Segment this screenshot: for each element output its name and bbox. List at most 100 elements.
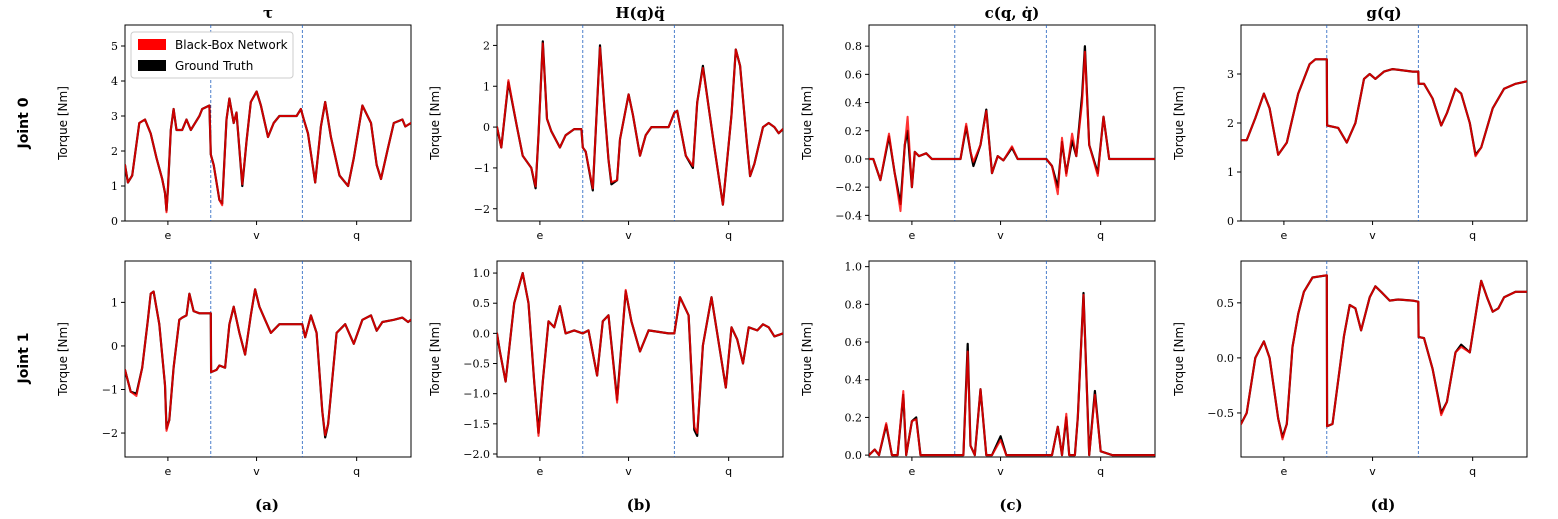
y-tick-label: −0.5: [463, 358, 490, 371]
x-tick-label: e: [537, 465, 544, 478]
y-tick-label: −1.5: [463, 418, 490, 431]
x-tick-label: v: [997, 229, 1004, 242]
axes-frame: [868, 24, 1156, 222]
x-tick-label: e: [909, 465, 916, 478]
axes-frame: [1240, 24, 1528, 222]
axes-frame: [868, 260, 1156, 458]
y-tick-label: −1: [474, 162, 490, 175]
y-tick-label: −1.0: [463, 388, 490, 401]
x-tick-label: v: [625, 229, 632, 242]
y-axis-label: Torque [Nm]: [428, 86, 442, 161]
y-tick-label: −0.5: [1207, 407, 1234, 420]
subplot-j1-g: −0.5 0.0 0.5 Torque [Nm] e v q: [1172, 260, 1528, 478]
y-tick-label: 0.0: [473, 327, 491, 340]
x-tick-label: e: [537, 229, 544, 242]
legend-label-ground-truth: Ground Truth: [175, 59, 253, 73]
x-tick-label: e: [909, 229, 916, 242]
y-tick-label: 2: [1227, 117, 1234, 130]
y-axis-label: Torque [Nm]: [800, 322, 814, 397]
y-tick-label: 0.5: [473, 297, 491, 310]
series-line-network: [869, 50, 1155, 213]
y-tick-label: 5: [111, 40, 118, 53]
y-tick-label: 0.8: [845, 40, 863, 53]
y-axis-label: Torque [Nm]: [800, 86, 814, 161]
x-tick-label: q: [353, 465, 360, 478]
y-tick-label: −1: [102, 383, 118, 396]
x-tick-label: v: [253, 465, 260, 478]
y-tick-label: 0.6: [845, 336, 863, 349]
y-tick-label: 1.0: [845, 261, 863, 274]
subplot-j0-c: c(q, q̇) −0.4 −0.2 0.0 0.2 0.4 0.6 0.8 Torque [N…: [800, 4, 1156, 242]
y-tick-label: 3: [111, 110, 118, 123]
series-line-network: [125, 90, 411, 214]
y-tick-label: 0.4: [845, 97, 863, 110]
series-line-network: [1241, 274, 1527, 441]
series-line-ground-truth: [1241, 274, 1527, 439]
y-axis-label: Torque [Nm]: [1172, 322, 1186, 397]
y-tick-label: 0.0: [845, 153, 863, 166]
series-line-network: [497, 272, 783, 437]
y-tick-label: 2: [483, 39, 490, 52]
subplot-title: H(q)q̈: [615, 4, 665, 22]
row-label-joint1: Joint 1: [16, 333, 32, 385]
y-tick-label: 0.0: [1217, 352, 1235, 365]
y-tick-label: 1.0: [473, 267, 491, 280]
subplot-title: c(q, q̇): [985, 4, 1040, 22]
y-axis-label: Torque [Nm]: [1172, 86, 1186, 161]
series-line-network: [869, 293, 1155, 457]
x-tick-label: q: [1469, 465, 1476, 478]
axes-frame: [496, 24, 784, 222]
y-axis-label: Torque [Nm]: [428, 322, 442, 397]
y-tick-label: 0.0: [845, 449, 863, 462]
subplot-j1-tau: −2 −1 0 1 Torque [Nm] e v q: [56, 260, 412, 478]
axes-frame: [496, 260, 784, 458]
y-tick-label: −2: [474, 203, 490, 216]
y-tick-label: 0.6: [845, 68, 863, 81]
x-tick-label: e: [165, 229, 172, 242]
series-line-network: [497, 42, 783, 206]
y-tick-label: −2.0: [463, 448, 490, 461]
y-tick-label: 0.4: [845, 374, 863, 387]
x-tick-label: v: [625, 465, 632, 478]
subplot-title: g(q): [1366, 4, 1401, 22]
x-tick-label: q: [725, 465, 732, 478]
y-tick-label: 0.8: [845, 298, 863, 311]
legend-swatch-ground-truth: [138, 60, 166, 71]
y-tick-label: 4: [111, 75, 118, 88]
x-tick-label: e: [1281, 465, 1288, 478]
y-tick-label: 1: [111, 180, 118, 193]
y-tick-label: 1: [483, 80, 490, 93]
x-tick-label: e: [165, 465, 172, 478]
x-tick-label: q: [353, 229, 360, 242]
x-tick-label: v: [997, 465, 1004, 478]
y-tick-label: 0.2: [845, 125, 863, 138]
subplot-label-d: (d): [1371, 496, 1396, 514]
y-tick-label: −2: [102, 427, 118, 440]
x-tick-label: q: [1097, 229, 1104, 242]
subplot-j1-hq: −2.0 −1.5 −1.0 −0.5 0.0 0.5 1.0 Torque [Nm] e v q: [428, 260, 784, 478]
y-axis-label: Torque [Nm]: [56, 322, 70, 397]
x-tick-label: q: [1469, 229, 1476, 242]
y-tick-label: 3: [1227, 68, 1234, 81]
x-tick-label: q: [725, 229, 732, 242]
y-tick-label: 2: [111, 145, 118, 158]
subplot-title: τ: [263, 4, 273, 22]
y-tick-label: 0: [111, 215, 118, 228]
subplot-label-c: (c): [999, 496, 1022, 514]
subplot-j0-tau: τ 0 1 2 3 4 5 Torque [Nm] e v q: [56, 4, 412, 242]
series-line-network: [125, 288, 411, 437]
series-line-network: [1241, 58, 1527, 158]
x-tick-label: v: [1369, 465, 1376, 478]
legend-swatch-network: [138, 39, 166, 50]
plots-layer: τ 0 1 2 3 4 5 Torque [Nm] e v q H(q)q̈ −2 −1 0 1 2 Torque…: [56, 4, 1528, 478]
y-tick-label: 0: [483, 121, 490, 134]
y-tick-label: −0.2: [835, 181, 862, 194]
y-tick-label: −0.4: [835, 209, 862, 222]
subplot-label-a: (a): [255, 496, 279, 514]
subplot-j0-hq: H(q)q̈ −2 −1 0 1 2 Torque [Nm] e v q: [428, 4, 784, 242]
y-tick-label: 0: [111, 340, 118, 353]
subplot-label-b: (b): [627, 496, 652, 514]
axes-frame: [1240, 260, 1528, 458]
series-line-ground-truth: [125, 288, 411, 439]
